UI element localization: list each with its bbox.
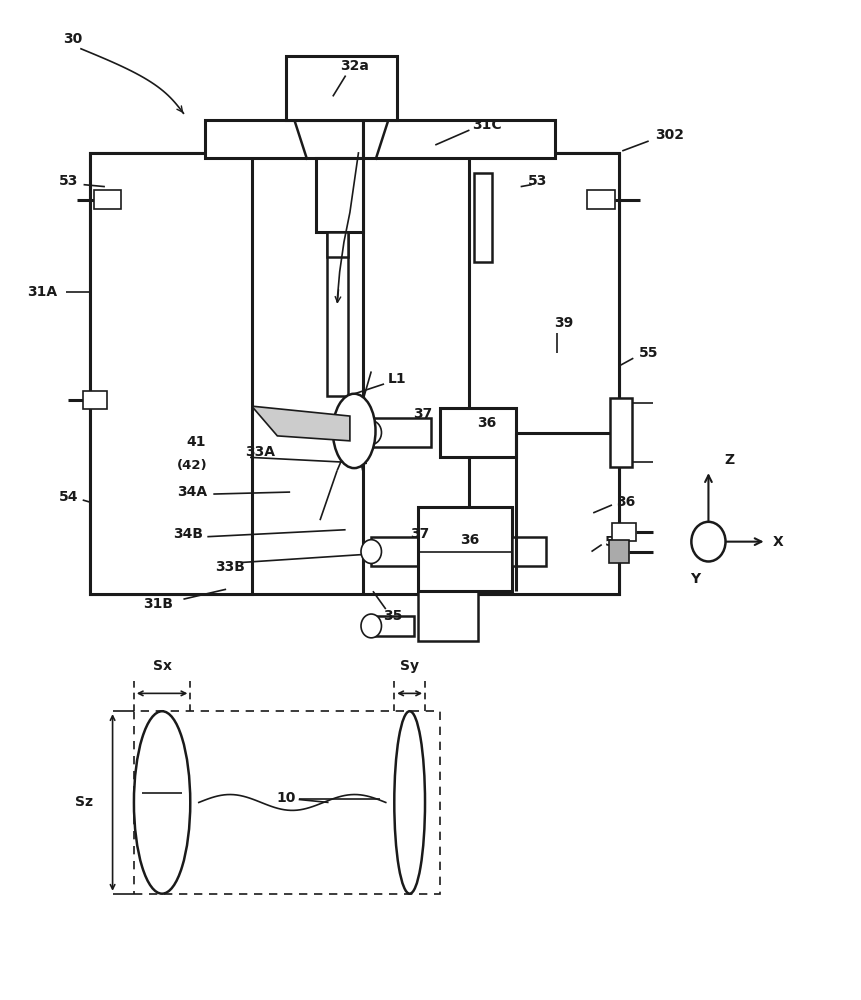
Text: (42): (42) bbox=[177, 459, 207, 472]
Text: 33A: 33A bbox=[245, 445, 275, 459]
Bar bbox=[94, 190, 121, 209]
Text: 32a: 32a bbox=[339, 59, 369, 73]
Text: 36: 36 bbox=[476, 416, 496, 430]
Text: 33B: 33B bbox=[215, 560, 245, 574]
Text: Y: Y bbox=[690, 572, 700, 586]
Text: Sz: Sz bbox=[75, 795, 93, 809]
Text: 55: 55 bbox=[638, 346, 658, 360]
Text: 54: 54 bbox=[604, 535, 623, 549]
Bar bbox=[469, 153, 618, 594]
Bar bbox=[362, 120, 554, 158]
Bar bbox=[205, 120, 362, 158]
Bar bbox=[511, 537, 546, 566]
Circle shape bbox=[691, 522, 725, 561]
Bar bbox=[611, 523, 635, 541]
Text: 34A: 34A bbox=[177, 485, 207, 499]
Text: 37: 37 bbox=[410, 527, 429, 541]
Bar bbox=[586, 190, 614, 209]
Text: 36: 36 bbox=[459, 533, 479, 547]
Text: 10: 10 bbox=[276, 790, 295, 804]
Bar bbox=[133, 711, 439, 894]
Bar bbox=[286, 56, 396, 120]
Text: 31B: 31B bbox=[143, 597, 172, 611]
Text: 35: 35 bbox=[382, 609, 402, 623]
Circle shape bbox=[361, 421, 381, 444]
Ellipse shape bbox=[393, 711, 424, 894]
Bar bbox=[326, 232, 348, 396]
Bar bbox=[326, 232, 348, 257]
Bar bbox=[371, 537, 426, 566]
Text: 10: 10 bbox=[297, 422, 317, 436]
Text: X: X bbox=[772, 535, 783, 549]
Text: 31A: 31A bbox=[28, 285, 58, 299]
Bar bbox=[90, 153, 251, 594]
Polygon shape bbox=[251, 406, 350, 441]
Circle shape bbox=[361, 614, 381, 638]
Text: 36: 36 bbox=[616, 495, 635, 509]
Text: Sy: Sy bbox=[400, 659, 418, 673]
Bar bbox=[474, 173, 492, 262]
Text: 41: 41 bbox=[186, 435, 206, 449]
Text: 39: 39 bbox=[553, 316, 573, 330]
Bar bbox=[439, 408, 516, 457]
Text: 53: 53 bbox=[59, 174, 77, 188]
Bar bbox=[610, 398, 631, 467]
Text: 54: 54 bbox=[59, 490, 77, 504]
Text: 31C: 31C bbox=[471, 118, 501, 132]
Text: 37: 37 bbox=[412, 407, 431, 421]
Bar bbox=[371, 616, 413, 636]
Bar bbox=[608, 540, 629, 563]
Text: Z: Z bbox=[724, 453, 734, 467]
Bar bbox=[315, 158, 362, 232]
Ellipse shape bbox=[133, 711, 190, 894]
Text: Sx: Sx bbox=[152, 659, 171, 673]
Text: 30: 30 bbox=[63, 32, 82, 46]
Bar bbox=[371, 418, 430, 447]
Text: 34B: 34B bbox=[172, 527, 202, 541]
Text: 302: 302 bbox=[654, 128, 684, 142]
Bar bbox=[418, 591, 477, 641]
Bar bbox=[83, 391, 107, 409]
Text: 53: 53 bbox=[528, 174, 547, 188]
Circle shape bbox=[361, 540, 381, 563]
Text: L1: L1 bbox=[387, 372, 406, 386]
Bar bbox=[90, 153, 618, 594]
Ellipse shape bbox=[332, 394, 375, 468]
Bar bbox=[418, 507, 511, 591]
